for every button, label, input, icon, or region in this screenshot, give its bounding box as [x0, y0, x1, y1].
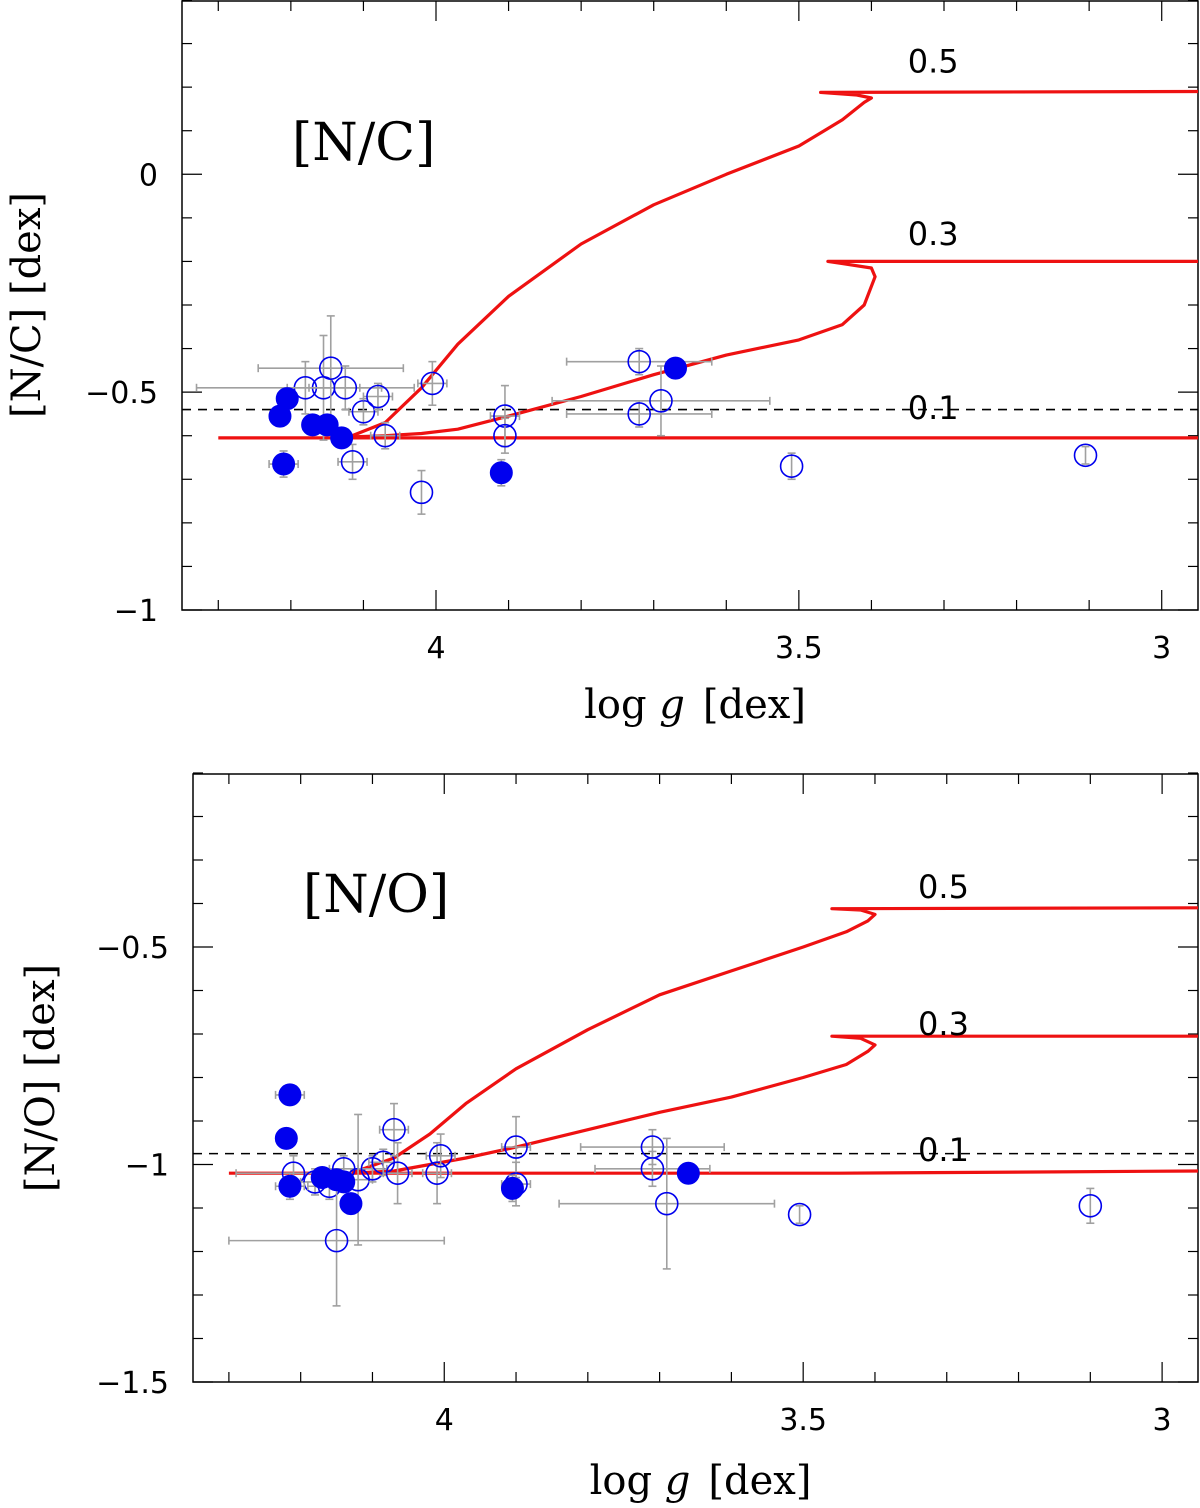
model-label: 0.1: [908, 389, 959, 427]
filled-data-point: [315, 413, 339, 437]
y-tick-label: 0: [139, 158, 158, 193]
open-data-point: [425, 1161, 449, 1185]
filled-data-point: [275, 387, 299, 411]
x-tick-label: 3: [1153, 1403, 1172, 1438]
open-data-point: [385, 1161, 410, 1185]
y-tick-label: −0.5: [85, 376, 158, 411]
y-tick-label: −1: [125, 1149, 169, 1184]
model-track-0.5: [348, 89, 1198, 439]
open-data-point: [420, 371, 445, 396]
x-axis-title: log g [dex]: [584, 682, 806, 728]
x-axis-title-var: g: [665, 1458, 691, 1504]
filled-data-point: [500, 1176, 524, 1200]
open-data-point: [654, 1191, 679, 1216]
open-data-point: [1073, 443, 1098, 468]
open-data-point: [640, 1157, 665, 1181]
y-tick-label: −1: [114, 594, 158, 629]
filled-data-point: [663, 356, 687, 380]
y-tick-label: −0.5: [96, 931, 169, 966]
panel-label: [N/O]: [303, 865, 449, 925]
plot-area: [182, 89, 1198, 515]
y-axis-title: [N/C] [dex]: [4, 192, 50, 418]
filled-data-point: [278, 1174, 302, 1198]
x-tick-label: 3: [1152, 631, 1171, 666]
model-track-0.3: [348, 259, 1198, 439]
open-data-point: [382, 1117, 406, 1142]
nc-panel: 4 3.5 3 0 −0.5 −1 log g [dex] [N/C] [dex] [N/C] 0.…: [4, 0, 1199, 728]
open-data-point: [340, 450, 365, 474]
model-label: 0.1: [918, 1131, 969, 1169]
model-label: 0.3: [918, 1005, 969, 1043]
open-data-point: [649, 389, 673, 413]
open-data-point: [627, 402, 652, 426]
x-tick-label: 4: [435, 1403, 454, 1438]
y-axis-title: [N/O] [dex]: [18, 964, 64, 1192]
model-label: 0.5: [908, 43, 959, 81]
filled-data-point: [272, 452, 296, 476]
x-tick-label: 4: [426, 631, 445, 666]
filled-data-point: [676, 1161, 700, 1185]
open-data-point: [366, 384, 390, 409]
filled-data-point: [330, 426, 354, 450]
x-axis-title-unit: [dex]: [708, 1458, 811, 1504]
open-data-point: [324, 1228, 349, 1253]
x-axis-title-prefix: log: [590, 1458, 665, 1504]
model-track-0.3: [350, 1034, 1198, 1175]
x-tick-label: 3.5: [779, 1403, 827, 1438]
open-data-point: [428, 1144, 453, 1168]
open-data-point: [333, 375, 358, 400]
open-data-point: [779, 454, 804, 479]
open-data-point: [373, 423, 398, 448]
filled-data-point: [332, 1170, 356, 1194]
filled-data-point: [274, 1126, 298, 1150]
y-tick-label: −1.5: [96, 1366, 169, 1401]
open-data-point: [318, 356, 343, 380]
model-track-0.5: [350, 906, 1198, 1175]
x-tick-label: 3.5: [775, 631, 823, 666]
x-axis-title-unit: [dex]: [703, 682, 806, 728]
filled-data-point: [339, 1192, 363, 1216]
open-data-point: [351, 399, 376, 424]
open-data-point: [627, 349, 652, 374]
plot-area: [193, 906, 1198, 1307]
model-label: 0.5: [918, 868, 969, 906]
open-data-point: [493, 423, 517, 448]
filled-data-point: [489, 461, 513, 485]
open-data-point: [504, 1135, 528, 1159]
x-axis-title-prefix: log: [584, 682, 659, 728]
open-data-point: [787, 1202, 812, 1227]
x-axis-title: log g [dex]: [590, 1458, 812, 1504]
x-axis-title-var: g: [659, 682, 685, 728]
open-data-point: [1078, 1194, 1103, 1218]
open-data-point: [409, 480, 434, 505]
panel-label: [N/C]: [292, 113, 435, 173]
model-label: 0.3: [908, 215, 959, 253]
filled-data-point: [278, 1083, 302, 1107]
no-panel: 4 3.5 3 −0.5 −1 −1.5 log g [dex] [N/O] [dex] [N/O…: [18, 772, 1199, 1504]
